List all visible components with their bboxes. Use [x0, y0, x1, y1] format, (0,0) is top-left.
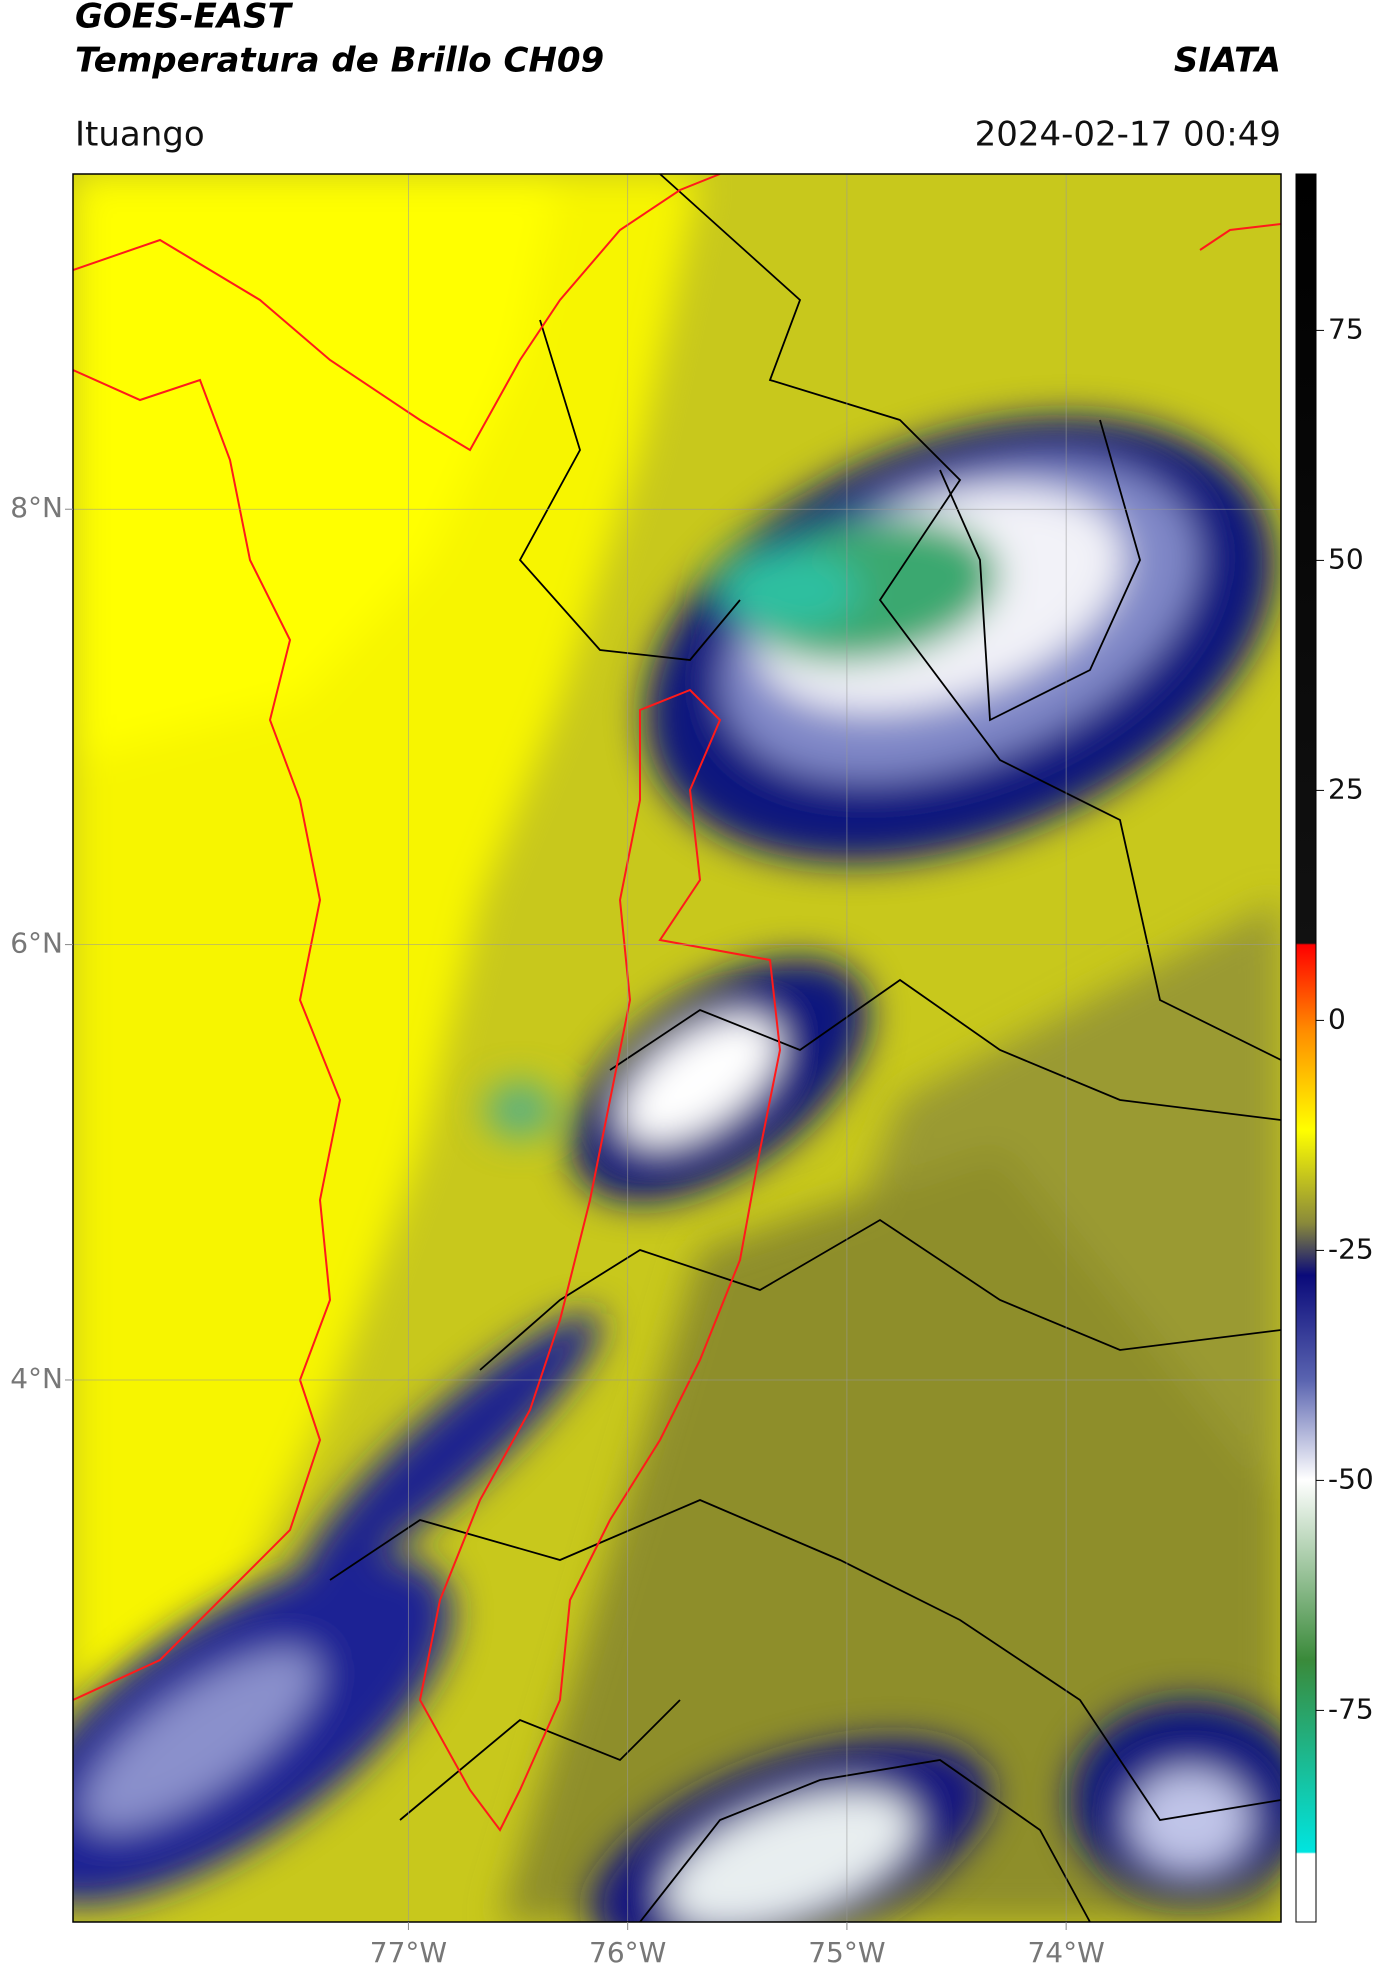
x-tick-label: 74°W: [1027, 1936, 1104, 1969]
colorbar-label: -50: [1328, 1462, 1374, 1495]
x-tick-label: 77°W: [370, 1936, 447, 1969]
satellite: GOES-EAST: [75, 0, 294, 37]
location: Ituango: [75, 115, 205, 155]
colorbar-label: 50: [1328, 542, 1364, 575]
colorbar: [1295, 173, 1317, 1923]
colorbar-label: 75: [1328, 312, 1364, 345]
colorbar-label: -25: [1328, 1232, 1374, 1265]
colorbar-label: 0: [1328, 1002, 1346, 1035]
y-tick-label: 4°N: [10, 1362, 63, 1395]
colorbar-label: 25: [1328, 772, 1364, 805]
satellite-image: [73, 174, 1281, 1922]
grid-layer: [73, 174, 1281, 1922]
x-tick-label: 76°W: [589, 1936, 666, 1969]
x-tick-label: 75°W: [808, 1936, 885, 1969]
y-tick-label: 6°N: [10, 927, 63, 960]
product: Temperatura de Brillo CH09: [75, 41, 604, 81]
colorbar-label: -75: [1328, 1692, 1374, 1725]
plot-frame: [72, 173, 1282, 1923]
y-tick-label: 8°N: [10, 491, 63, 524]
axis-labels: 77°W 76°W 75°W 74°W 8°N 6°N 4°N 75 50 25 0 -25 -50 -7…: [10, 312, 1374, 1969]
datetime: 2024-02-17 00:49: [975, 115, 1281, 155]
agency: SIATA: [1174, 41, 1281, 81]
